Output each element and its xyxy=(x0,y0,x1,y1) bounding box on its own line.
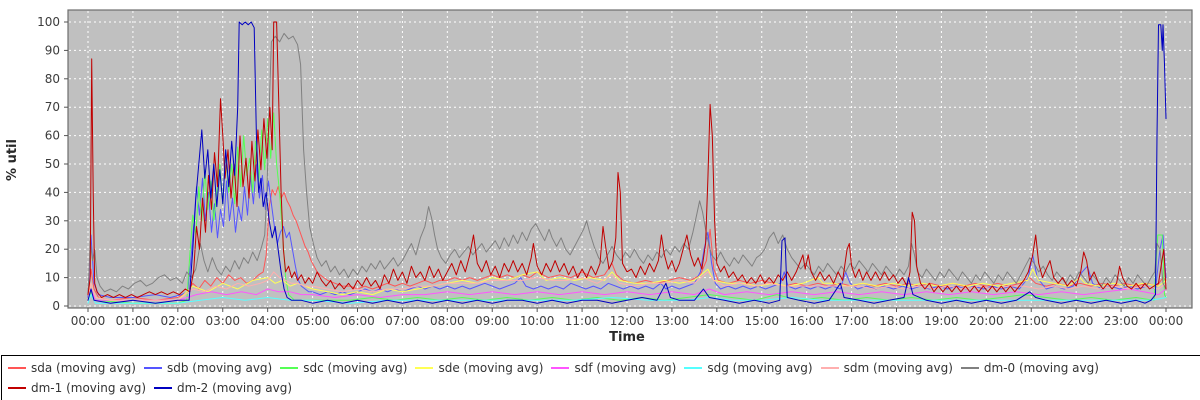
legend-label: sde (moving avg) xyxy=(438,361,544,375)
legend-label: sdg (moving avg) xyxy=(707,361,813,375)
legend-label: sdm (moving avg) xyxy=(843,361,953,375)
x-tick-label: 18:00 xyxy=(879,314,914,328)
legend-line-swatch xyxy=(154,387,173,389)
series-line-sdg xyxy=(87,294,1167,304)
x-tick-label: 16:00 xyxy=(789,314,824,328)
legend-item-sda: sda (moving avg) xyxy=(8,359,136,377)
legend-label: dm-1 (moving avg) xyxy=(31,381,147,395)
legend-label: sdb (moving avg) xyxy=(166,361,273,375)
axis-ticks: 0 10 20 30 40 50 60 70 80 90 100 00:00 01:00 02:00 03:… xyxy=(37,15,1183,328)
x-axis-label: Time xyxy=(609,330,645,345)
legend-line-swatch xyxy=(280,367,299,369)
legend-line-swatch xyxy=(143,367,162,369)
x-tick-label: 11:00 xyxy=(565,314,600,328)
legend-item-dm-1: dm-1 (moving avg) xyxy=(8,379,146,397)
y-tick-label: 80 xyxy=(45,72,60,86)
legend-label: sda (moving avg) xyxy=(31,361,136,375)
series-line-sda xyxy=(87,186,1167,301)
x-tick-label: 12:00 xyxy=(610,314,645,328)
x-tick-label: 20:00 xyxy=(969,314,1004,328)
x-tick-label: 05:00 xyxy=(295,314,330,328)
x-tick-label: 23:00 xyxy=(1104,314,1139,328)
x-tick-label: 13:00 xyxy=(655,314,690,328)
y-tick-label: 30 xyxy=(45,214,60,228)
legend-line-swatch xyxy=(551,367,570,369)
series-line-dm-2 xyxy=(87,21,1167,304)
x-tick-label: 14:00 xyxy=(700,314,735,328)
series-line-sdb xyxy=(87,163,1167,298)
x-tick-label: 06:00 xyxy=(340,314,375,328)
legend-item-sdb: sdb (moving avg) xyxy=(143,359,273,377)
legend-item-dm-2: dm-2 (moving avg) xyxy=(154,379,292,397)
plot-border xyxy=(67,9,1193,309)
chart-plot-svg: 0 10 20 30 40 50 60 70 80 90 100 00:00 01:00 02:00 03:… xyxy=(5,9,1193,345)
series-line-dm-1 xyxy=(87,21,1167,298)
x-tick-label: 02:00 xyxy=(161,314,196,328)
legend-label: dm-0 (moving avg) xyxy=(983,361,1099,375)
x-tick-label: 10:00 xyxy=(520,314,555,328)
x-tick-label: 07:00 xyxy=(385,314,420,328)
legend-item-sdc: sdc (moving avg) xyxy=(280,359,407,377)
legend-label: sdf (moving avg) xyxy=(574,361,677,375)
plot-frame xyxy=(67,9,1193,309)
series-lines xyxy=(87,21,1167,304)
y-tick-label: 10 xyxy=(45,271,60,285)
x-tick-label: 01:00 xyxy=(116,314,151,328)
legend-label: dm-2 (moving avg) xyxy=(177,381,293,395)
y-tick-label: 90 xyxy=(45,43,60,57)
x-tick-label: 21:00 xyxy=(1014,314,1049,328)
y-tick-label: 0 xyxy=(52,299,60,313)
x-tick-label: 19:00 xyxy=(924,314,959,328)
x-tick-label: 17:00 xyxy=(834,314,869,328)
x-tick-label: 15:00 xyxy=(744,314,779,328)
legend-label: sdc (moving avg) xyxy=(303,361,408,375)
series-line-sdf xyxy=(87,288,1167,301)
legend-line-swatch xyxy=(415,367,434,369)
legend-item-sdm: sdm (moving avg) xyxy=(820,359,953,377)
y-tick-label: 70 xyxy=(45,100,60,114)
x-tick-label: 22:00 xyxy=(1059,314,1094,328)
y-axis-label: % util xyxy=(5,139,20,181)
y-tick-label: 60 xyxy=(45,129,60,143)
x-tick-label: 09:00 xyxy=(475,314,510,328)
legend-line-swatch xyxy=(684,367,703,369)
legend-item-sdg: sdg (moving avg) xyxy=(684,359,813,377)
legend-item-dm-0: dm-0 (moving avg) xyxy=(960,359,1099,377)
series-line-sde xyxy=(87,268,1167,301)
x-tick-label: 03:00 xyxy=(205,314,240,328)
x-tick-label: 04:00 xyxy=(250,314,285,328)
legend-line-swatch xyxy=(8,387,26,389)
x-tick-label: 08:00 xyxy=(430,314,465,328)
legend-line-swatch xyxy=(820,367,839,369)
legend-item-sdf: sdf (moving avg) xyxy=(551,359,676,377)
legend-item-sde: sde (moving avg) xyxy=(415,359,543,377)
x-tick-label: 00:00 xyxy=(71,314,106,328)
y-tick-label: 20 xyxy=(45,242,60,256)
x-tick-label: 00:00 xyxy=(1149,314,1184,328)
y-tick-label: 50 xyxy=(45,157,60,171)
y-tick-label: 100 xyxy=(37,15,60,29)
y-tick-label: 40 xyxy=(45,185,60,199)
legend-line-swatch xyxy=(8,367,26,369)
chart-legend: sda (moving avg) sdb (moving avg) sdc (mov… xyxy=(1,355,1200,400)
legend-line-swatch xyxy=(960,367,979,369)
